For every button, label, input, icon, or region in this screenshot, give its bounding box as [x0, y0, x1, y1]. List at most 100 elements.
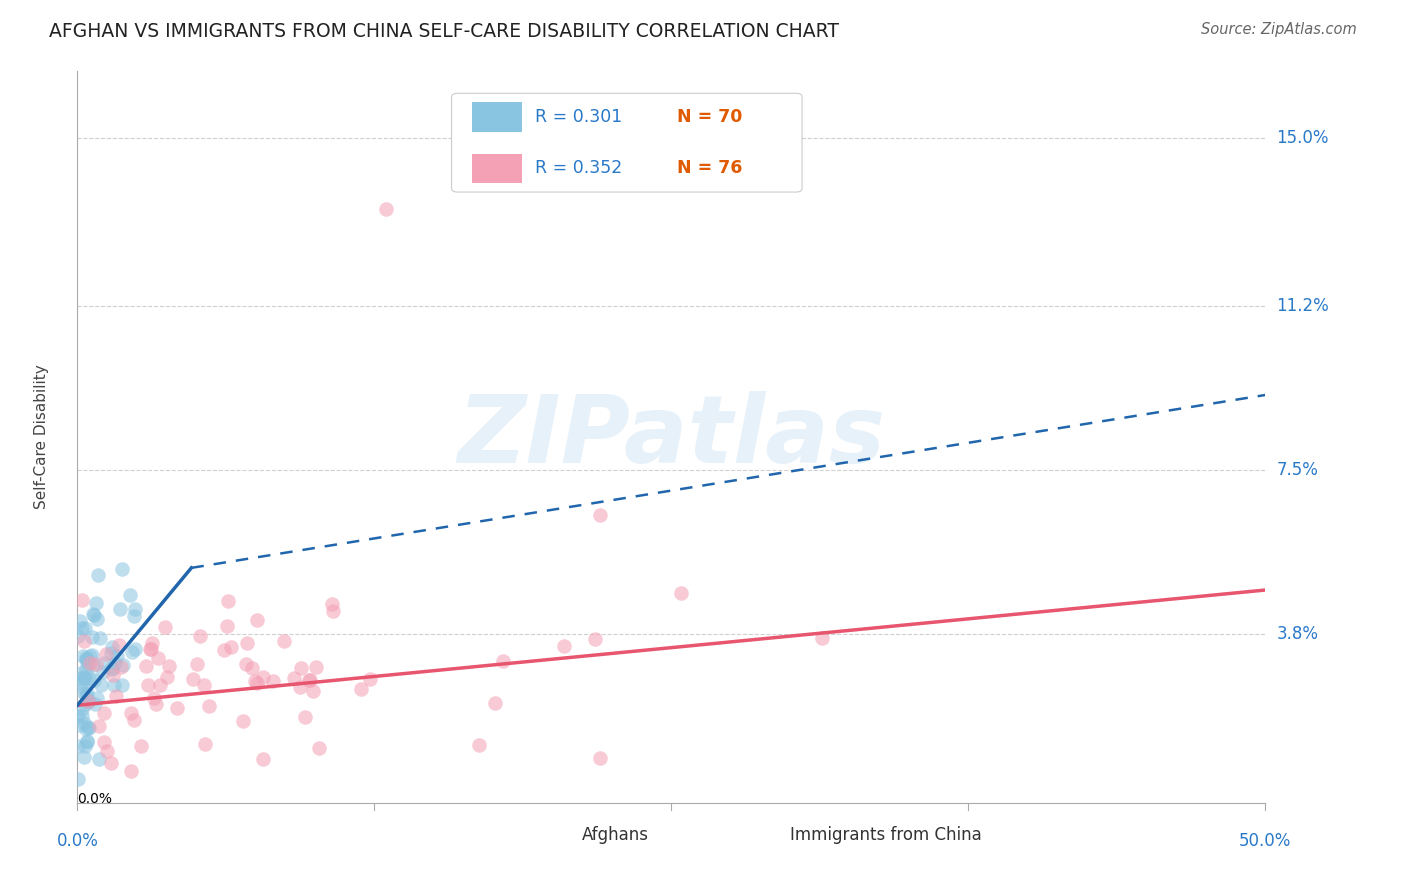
- Point: [111, 562, 134, 576]
- Point: [252, 670, 274, 684]
- Point: [811, 631, 834, 645]
- Bar: [541, 821, 576, 850]
- Point: [124, 641, 146, 656]
- Point: [67, 708, 90, 723]
- Point: [73, 681, 96, 695]
- Point: [553, 639, 575, 653]
- Point: [492, 654, 515, 668]
- Point: [375, 202, 398, 216]
- Point: [93, 734, 115, 748]
- Point: [90, 678, 112, 692]
- Point: [589, 751, 612, 765]
- Point: [589, 508, 612, 522]
- Point: [124, 602, 146, 616]
- Text: 15.0%: 15.0%: [1277, 128, 1329, 147]
- Text: 7.5%: 7.5%: [1277, 461, 1319, 479]
- Text: Afghans: Afghans: [582, 826, 650, 844]
- Point: [219, 640, 242, 655]
- Point: [75, 662, 97, 676]
- Point: [308, 740, 330, 755]
- Point: [188, 629, 211, 643]
- Point: [91, 665, 114, 679]
- Point: [322, 604, 344, 618]
- Point: [77, 721, 100, 735]
- Point: [73, 621, 96, 635]
- Point: [66, 772, 89, 787]
- Point: [100, 661, 122, 675]
- Bar: [472, 103, 522, 132]
- Point: [79, 694, 101, 708]
- Point: [73, 739, 96, 754]
- Point: [75, 722, 97, 736]
- Point: [252, 752, 274, 766]
- Point: [299, 673, 322, 688]
- Point: [246, 676, 269, 690]
- Point: [72, 670, 94, 684]
- Point: [70, 671, 93, 685]
- Point: [121, 645, 143, 659]
- Point: [84, 697, 107, 711]
- Point: [77, 694, 100, 708]
- Text: ZIPatlas: ZIPatlas: [457, 391, 886, 483]
- Point: [139, 642, 162, 657]
- Text: R = 0.352: R = 0.352: [534, 160, 621, 178]
- Point: [103, 678, 125, 692]
- Point: [302, 683, 325, 698]
- Point: [87, 719, 110, 733]
- Point: [76, 734, 98, 748]
- Point: [122, 608, 145, 623]
- Point: [212, 643, 235, 657]
- Point: [83, 673, 105, 687]
- Point: [120, 764, 142, 779]
- Point: [583, 632, 606, 647]
- Point: [69, 614, 91, 628]
- Point: [70, 709, 93, 723]
- Point: [73, 715, 96, 730]
- Point: [104, 656, 127, 670]
- Point: [72, 648, 94, 663]
- Point: [118, 588, 141, 602]
- Point: [100, 646, 122, 660]
- Point: [283, 671, 305, 685]
- Point: [143, 691, 166, 706]
- Point: [96, 744, 118, 758]
- Bar: [472, 153, 522, 183]
- Point: [350, 681, 373, 696]
- Text: 0.0%: 0.0%: [77, 792, 112, 805]
- Point: [84, 657, 107, 671]
- Point: [72, 593, 94, 607]
- Point: [193, 678, 215, 692]
- Text: AFGHAN VS IMMIGRANTS FROM CHINA SELF-CARE DISABILITY CORRELATION CHART: AFGHAN VS IMMIGRANTS FROM CHINA SELF-CAR…: [49, 22, 839, 41]
- Point: [87, 752, 110, 766]
- Point: [108, 602, 131, 616]
- Point: [246, 613, 269, 627]
- Point: [73, 633, 96, 648]
- Point: [77, 656, 100, 670]
- Point: [77, 671, 100, 685]
- Point: [69, 665, 91, 680]
- Point: [82, 607, 104, 621]
- Point: [93, 656, 115, 670]
- Point: [100, 662, 122, 676]
- Point: [70, 702, 93, 716]
- Point: [82, 657, 104, 672]
- Point: [120, 706, 142, 721]
- Point: [217, 594, 239, 608]
- Point: [273, 633, 295, 648]
- Point: [198, 698, 221, 713]
- Text: 3.8%: 3.8%: [1277, 625, 1319, 643]
- Point: [79, 648, 101, 663]
- Point: [73, 749, 96, 764]
- Point: [166, 701, 188, 715]
- Text: R = 0.301: R = 0.301: [534, 108, 621, 126]
- Point: [75, 653, 97, 667]
- Text: Source: ZipAtlas.com: Source: ZipAtlas.com: [1201, 22, 1357, 37]
- Point: [111, 677, 134, 691]
- Point: [100, 756, 122, 771]
- Point: [76, 686, 98, 700]
- Point: [135, 659, 157, 673]
- Point: [145, 698, 167, 712]
- Point: [67, 739, 90, 753]
- Point: [87, 568, 110, 582]
- Point: [89, 632, 111, 646]
